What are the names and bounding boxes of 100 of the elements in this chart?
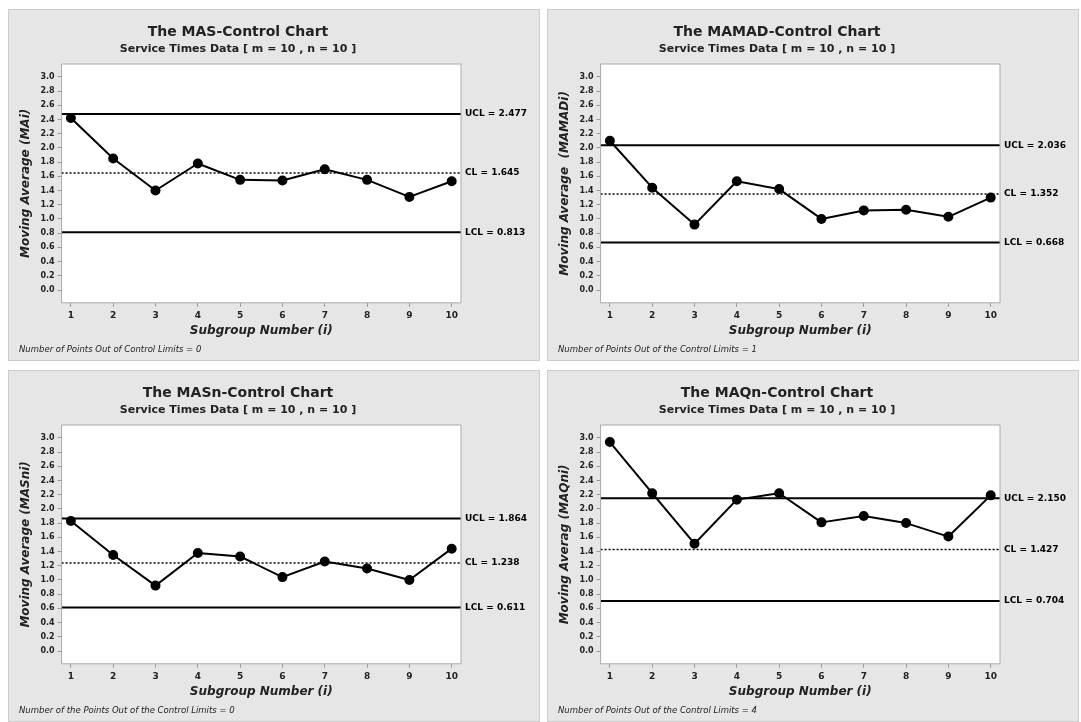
chart-title: The MAMAD-Control Chart bbox=[673, 23, 881, 40]
y-tick-label: 3.0 bbox=[40, 432, 56, 442]
y-tick-label: 2.0 bbox=[579, 503, 595, 513]
point bbox=[858, 205, 869, 216]
y-tick-label: 1.8 bbox=[579, 518, 595, 528]
point bbox=[235, 174, 246, 185]
x-tick-label: 9 bbox=[945, 670, 952, 681]
y-tick-label: 2.8 bbox=[579, 447, 595, 457]
y-tick-label: 2.4 bbox=[40, 114, 56, 124]
point bbox=[235, 551, 246, 562]
x-tick-label: 7 bbox=[860, 309, 867, 320]
y-tick-label: 0.8 bbox=[579, 589, 595, 599]
y-tick-label: 1.2 bbox=[579, 560, 594, 570]
ref-line-label: LCL = 0.611 bbox=[465, 601, 526, 612]
point bbox=[404, 191, 415, 202]
x-tick-label: 3 bbox=[152, 670, 159, 681]
x-tick-label: 2 bbox=[110, 309, 117, 320]
text: Number of Points Out of the Control Limits = 4 bbox=[558, 705, 757, 715]
y-tick-label: 1.0 bbox=[40, 214, 56, 224]
y-tick-label: 1.4 bbox=[40, 546, 56, 556]
x-tick-label: 6 bbox=[818, 309, 825, 320]
x-axis-title: Subgroup Number (i) bbox=[189, 683, 333, 698]
x-tick-label: 5 bbox=[776, 309, 783, 320]
chart-subtitle: Service Times Data [ m = 10 , n = 10 ] bbox=[119, 42, 357, 56]
point bbox=[192, 158, 203, 169]
y-tick-label: 2.6 bbox=[579, 461, 595, 471]
ref-line-label: UCL = 2.150 bbox=[1004, 492, 1066, 503]
y-tick-label: 1.2 bbox=[579, 199, 594, 209]
y-tick-label: 2.0 bbox=[40, 142, 56, 152]
ref-line-label: LCL = 0.813 bbox=[465, 226, 526, 237]
point bbox=[319, 556, 330, 567]
point bbox=[858, 510, 869, 521]
point bbox=[108, 550, 119, 561]
point bbox=[774, 488, 785, 499]
y-tick-label: 1.8 bbox=[40, 157, 56, 167]
x-tick-label: 5 bbox=[237, 309, 244, 320]
ref-line-label: CL = 1.238 bbox=[465, 557, 520, 568]
y-tick-label: 1.0 bbox=[579, 575, 595, 585]
y-tick-label: 2.8 bbox=[579, 86, 595, 96]
x-tick-label: 10 bbox=[984, 309, 997, 320]
y-axis-title: Moving Averag (MAQni) bbox=[557, 464, 572, 625]
x-tick-label: 8 bbox=[902, 670, 910, 681]
x-tick-label: 5 bbox=[237, 670, 244, 681]
x-tick-label: 10 bbox=[445, 670, 458, 681]
y-tick-label: 0.2 bbox=[579, 270, 594, 280]
point bbox=[192, 547, 203, 558]
y-tick-label: 0.4 bbox=[579, 617, 595, 627]
x-tick-label: 2 bbox=[110, 670, 117, 681]
x-tick-label: 10 bbox=[984, 670, 997, 681]
point bbox=[362, 174, 373, 185]
chart-title: The MAQn-Control Chart bbox=[680, 384, 874, 401]
ref-line-label: UCL = 2.036 bbox=[1004, 139, 1066, 150]
point bbox=[943, 211, 954, 222]
y-tick-label: 2.2 bbox=[40, 489, 55, 499]
point bbox=[647, 182, 658, 193]
y-tick-label: 2.8 bbox=[40, 86, 56, 96]
x-tick-label: 8 bbox=[363, 670, 371, 681]
x-tick-label: 7 bbox=[321, 309, 328, 320]
point bbox=[319, 164, 330, 175]
x-tick-label: 3 bbox=[152, 309, 159, 320]
y-tick-label: 1.8 bbox=[579, 157, 595, 167]
point bbox=[65, 515, 76, 526]
point bbox=[731, 176, 742, 187]
x-tick-label: 3 bbox=[691, 309, 698, 320]
y-tick-label: 1.4 bbox=[579, 185, 595, 195]
y-tick-label: 2.0 bbox=[40, 503, 56, 513]
x-tick-label: 1 bbox=[606, 670, 614, 681]
y-tick-label: 0.6 bbox=[579, 242, 595, 252]
x-tick-label: 4 bbox=[733, 670, 740, 681]
y-tick-label: 3.0 bbox=[579, 432, 595, 442]
y-tick-label: 1.8 bbox=[40, 518, 56, 528]
point bbox=[901, 518, 912, 529]
x-tick-label: 1 bbox=[606, 309, 614, 320]
y-tick-label: 1.2 bbox=[40, 199, 55, 209]
x-tick-label: 1 bbox=[67, 309, 75, 320]
point bbox=[943, 531, 954, 542]
point bbox=[816, 517, 827, 528]
y-tick-label: 0.2 bbox=[40, 631, 55, 641]
y-tick-label: 1.6 bbox=[40, 532, 56, 542]
x-tick-label: 4 bbox=[733, 309, 740, 320]
chart-subtitle: Service Times Data [ m = 10 , n = 10 ] bbox=[119, 403, 357, 417]
x-tick-label: 3 bbox=[691, 670, 698, 681]
x-tick-label: 7 bbox=[321, 670, 328, 681]
x-tick-label: 5 bbox=[776, 670, 783, 681]
x-axis-title: Subgroup Number (i) bbox=[728, 683, 872, 698]
y-tick-label: 0.6 bbox=[40, 242, 56, 252]
point bbox=[647, 488, 658, 499]
ref-line-label: CL = 1.352 bbox=[1004, 188, 1059, 199]
y-tick-label: 2.4 bbox=[579, 475, 595, 485]
x-tick-label: 1 bbox=[67, 670, 75, 681]
x-tick-label: 2 bbox=[649, 309, 656, 320]
ref-line-label: CL = 1.427 bbox=[1004, 543, 1059, 554]
y-tick-label: 0.8 bbox=[579, 228, 595, 238]
y-tick-label: 2.0 bbox=[579, 142, 595, 152]
y-axis-title: Moving Average (MAMADi) bbox=[557, 91, 572, 276]
y-tick-label: 0.4 bbox=[40, 256, 56, 266]
point bbox=[689, 219, 700, 230]
y-tick-label: 0.4 bbox=[579, 256, 595, 266]
x-tick-label: 6 bbox=[279, 309, 286, 320]
chart-title: The MAS-Control Chart bbox=[147, 23, 329, 40]
